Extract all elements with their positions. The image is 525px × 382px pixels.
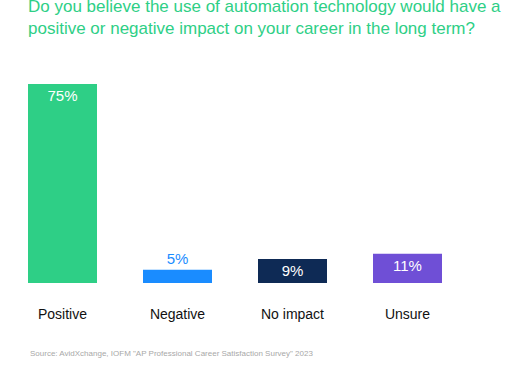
svg-text:No impact: No impact bbox=[261, 306, 324, 322]
svg-text:9%: 9% bbox=[282, 262, 304, 279]
svg-text:Unsure: Unsure bbox=[385, 306, 430, 322]
svg-text:5%: 5% bbox=[167, 250, 189, 267]
svg-text:Positive: Positive bbox=[38, 306, 87, 322]
svg-text:11%: 11% bbox=[393, 257, 422, 274]
svg-text:Do you believe the use of auto: Do you believe the use of automation tec… bbox=[28, 0, 501, 38]
svg-text:Negative: Negative bbox=[150, 306, 205, 322]
svg-text:75%: 75% bbox=[47, 87, 77, 104]
svg-text:Source: AvidXchange, IOFM "AP: Source: AvidXchange, IOFM "AP Profession… bbox=[30, 349, 313, 358]
